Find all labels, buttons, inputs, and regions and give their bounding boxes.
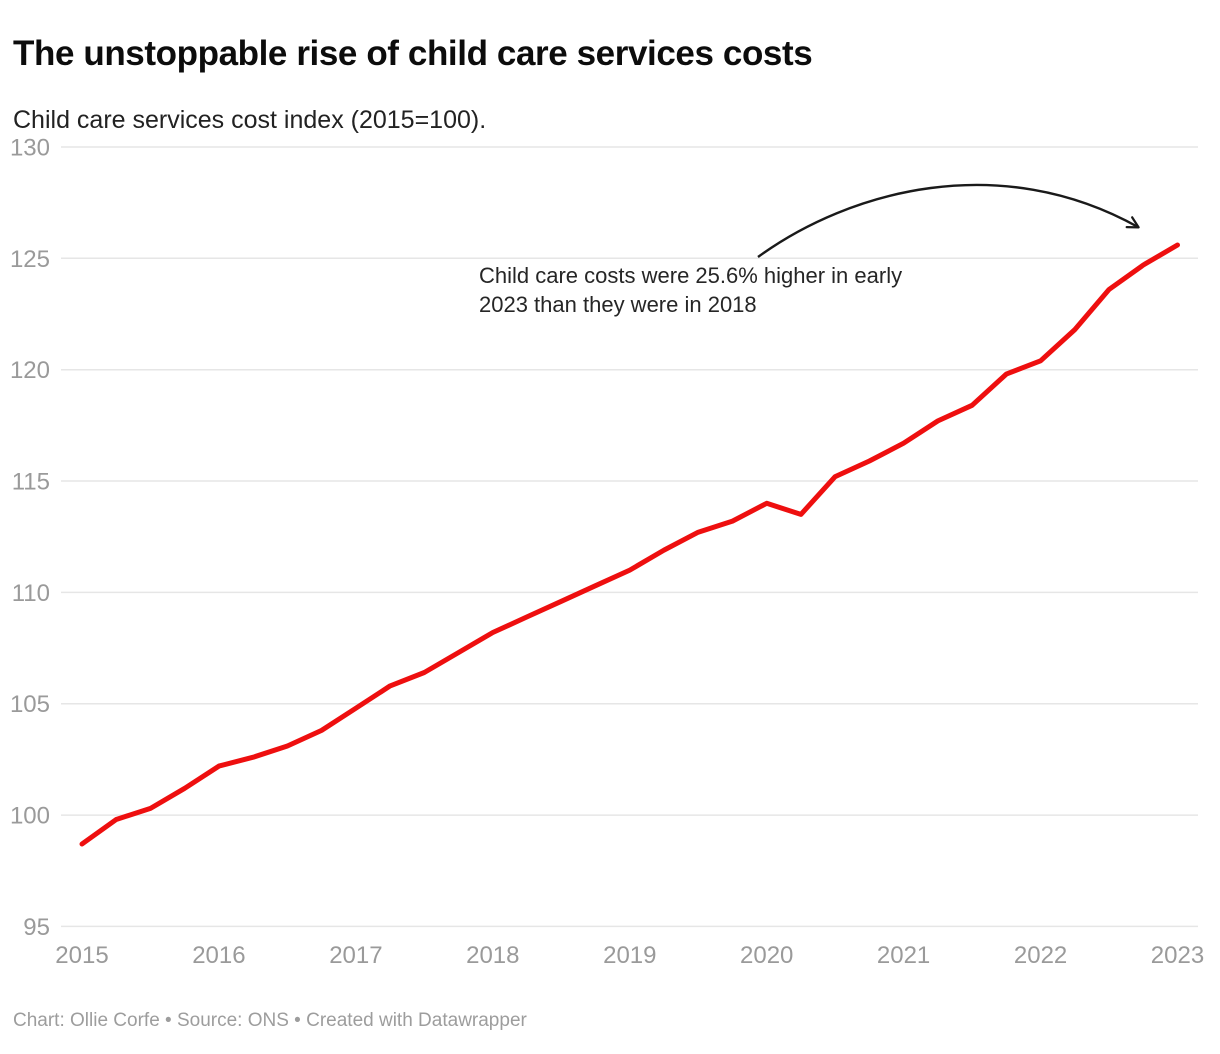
x-tick-label: 2017	[329, 942, 382, 969]
cost-index-line	[79, 242, 1180, 847]
y-tick-label: 105	[10, 691, 50, 718]
y-tick-label: 130	[10, 135, 50, 162]
chart-subtitle: Child care services cost index (2015=100…	[13, 106, 487, 134]
x-tick-label: 2016	[192, 942, 245, 969]
x-tick-label: 2021	[877, 942, 930, 969]
y-tick-label: 95	[23, 914, 50, 941]
annotation-text: Child care costs were 25.6% higher in ea…	[479, 261, 902, 319]
chart-title: The unstoppable rise of child care servi…	[13, 34, 813, 74]
annotation-line-2: 2023 than they were in 2018	[479, 292, 757, 317]
series-layer	[79, 242, 1180, 847]
footer-credit: Chart: Ollie Corfe • Source: ONS • Creat…	[13, 1010, 527, 1031]
x-tick-label: 2018	[466, 942, 519, 969]
y-tick-label: 125	[10, 246, 50, 273]
y-tick-label: 120	[10, 357, 50, 384]
x-tick-label: 2023	[1151, 942, 1204, 969]
x-tick-label: 2020	[740, 942, 793, 969]
x-tick-label: 2022	[1014, 942, 1067, 969]
annotation-arrow	[757, 183, 1140, 258]
annotation-line-1: Child care costs were 25.6% higher in ea…	[479, 263, 903, 288]
gridlines-layer: 95 100 105 110 115 120 125 130 2015 2016 2017 2018 2…	[10, 135, 1204, 970]
x-tick-label: 2015	[55, 942, 108, 969]
y-tick-label: 115	[12, 469, 50, 496]
y-tick-label: 100	[10, 803, 50, 830]
y-tick-label: 110	[12, 580, 50, 607]
x-tick-label: 2019	[603, 942, 656, 969]
